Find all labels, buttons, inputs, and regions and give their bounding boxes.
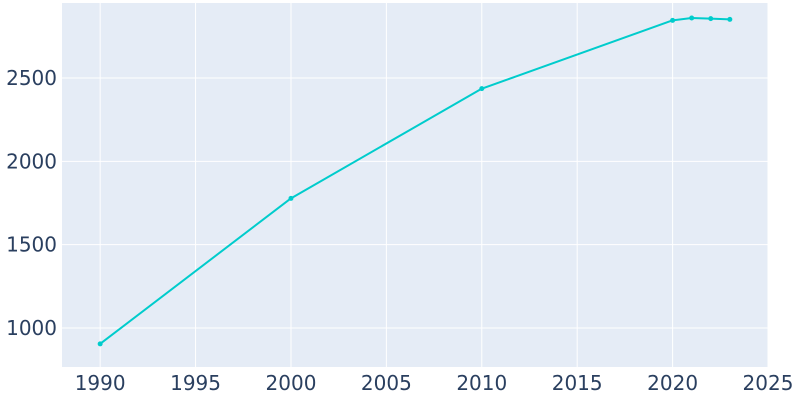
data-point [727, 16, 733, 22]
data-point [689, 15, 695, 21]
x-tick-label: 2015 [552, 371, 603, 395]
data-point [708, 16, 714, 22]
x-tick-label: 2005 [361, 371, 412, 395]
data-point [479, 86, 485, 92]
data-point [670, 17, 676, 23]
plot-area-background [62, 3, 768, 367]
series-layer [97, 15, 733, 347]
data-point [288, 195, 294, 201]
x-tick-label: 1990 [75, 371, 126, 395]
x-tick-label: 2025 [743, 371, 794, 395]
y-axis-ticks: 1000 1500 2000 2500 [6, 66, 57, 340]
x-axis-ticks: 1990 1995 2000 2005 2010 2015 2020 2025 [75, 371, 794, 395]
data-point [97, 341, 103, 347]
x-tick-label: 2020 [647, 371, 698, 395]
y-tick-label: 1500 [6, 233, 57, 257]
grid-layer [62, 3, 769, 367]
y-tick-label: 1000 [6, 316, 57, 340]
y-tick-label: 2000 [6, 149, 57, 173]
x-tick-label: 2000 [266, 371, 317, 395]
x-tick-label: 1995 [170, 371, 221, 395]
y-tick-label: 2500 [6, 66, 57, 90]
x-tick-label: 2010 [456, 371, 507, 395]
